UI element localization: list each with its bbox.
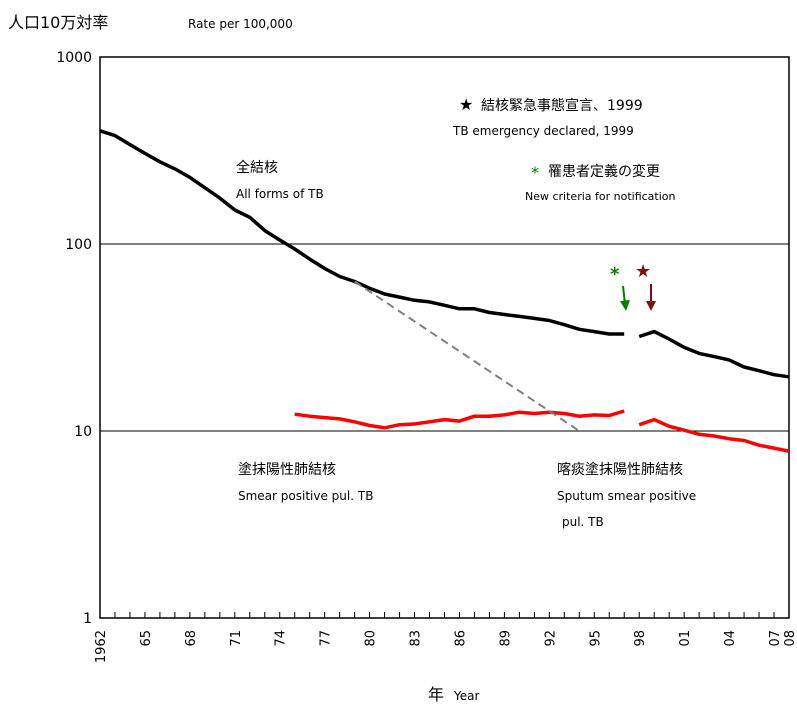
- x-tick-label: 86: [453, 630, 468, 647]
- emergency-label-ja: 結核緊急事態宣言、1999: [481, 98, 643, 114]
- x-axis-tick-labels: 1962 65 68 71 74 77 80 83 86 89 92 95 98 01 04 07 08: [94, 630, 797, 663]
- x-tick-label: 92: [543, 630, 558, 647]
- x-tick-label: 68: [184, 630, 199, 647]
- x-tick-label: 1962: [94, 630, 109, 663]
- criteria-label-ja: 罹患者定義の変更: [548, 163, 660, 180]
- criteria-label-en: New criteria for notification: [525, 190, 676, 203]
- x-tick-label: 74: [274, 630, 289, 647]
- series-label-all-ja: 全結核: [236, 159, 278, 176]
- star-symbol: ★: [459, 95, 473, 114]
- series-lines: [99, 129, 790, 453]
- chart-title-ja: 人口10万対率: [8, 13, 108, 32]
- x-tick-label: 01: [678, 630, 693, 647]
- series-label-smear-ja: 塗抹陽性肺結核: [238, 461, 336, 478]
- x-tick-label: 95: [588, 630, 603, 647]
- series-label-sputum-ja: 喀痰塗抹陽性肺結核: [557, 461, 683, 478]
- star-marker: ★: [635, 261, 651, 282]
- x-tick-label: 89: [498, 630, 513, 647]
- x-tick-label: 77: [319, 630, 334, 647]
- y-tick-label: 100: [65, 237, 92, 253]
- plot-frame: [99, 56, 790, 619]
- y-tick-label: 1000: [56, 50, 92, 66]
- series-line-3-0: [354, 280, 580, 432]
- y-axis-tick-labels: 1 10 100 1000: [56, 50, 92, 627]
- x-tick-label: 65: [139, 630, 154, 647]
- series-label-sputum-en-line2: pul. TB: [562, 515, 604, 529]
- x-tick-label: 04: [723, 630, 738, 647]
- chart-title-en: Rate per 100,000: [188, 17, 293, 31]
- gridlines: [100, 243, 789, 432]
- emergency-label-en: TB emergency declared, 1999: [452, 124, 634, 138]
- x-axis-label-ja: 年: [428, 685, 444, 704]
- x-axis-ticks: [99, 612, 790, 618]
- asterisk-marker: *: [610, 264, 620, 285]
- y-tick-label: 1: [83, 611, 92, 627]
- series-line-2-0: [638, 417, 790, 453]
- series-line-1-0: [294, 409, 625, 430]
- star-arrow-head: [646, 301, 656, 311]
- y-tick-label: 10: [74, 424, 92, 440]
- asterisk-arrow-head: [620, 300, 630, 311]
- series-line-0-0: [99, 129, 625, 336]
- x-tick-label: 83: [409, 630, 424, 647]
- x-tick-label: 07: [768, 630, 783, 647]
- x-tick-label: 71: [229, 630, 244, 647]
- series-label-sputum-en-line1: Sputum smear positive: [557, 489, 696, 503]
- series-label-all-en: All forms of TB: [236, 187, 324, 201]
- x-tick-label: 80: [364, 630, 379, 647]
- asterisk-symbol: *: [531, 163, 539, 182]
- x-tick-label: 98: [633, 630, 648, 647]
- x-tick-label: 08: [783, 630, 797, 647]
- series-line-0-1: [638, 329, 790, 379]
- series-label-smear-en: Smear positive pul. TB: [238, 489, 373, 503]
- x-axis-label-en: Year: [453, 689, 479, 703]
